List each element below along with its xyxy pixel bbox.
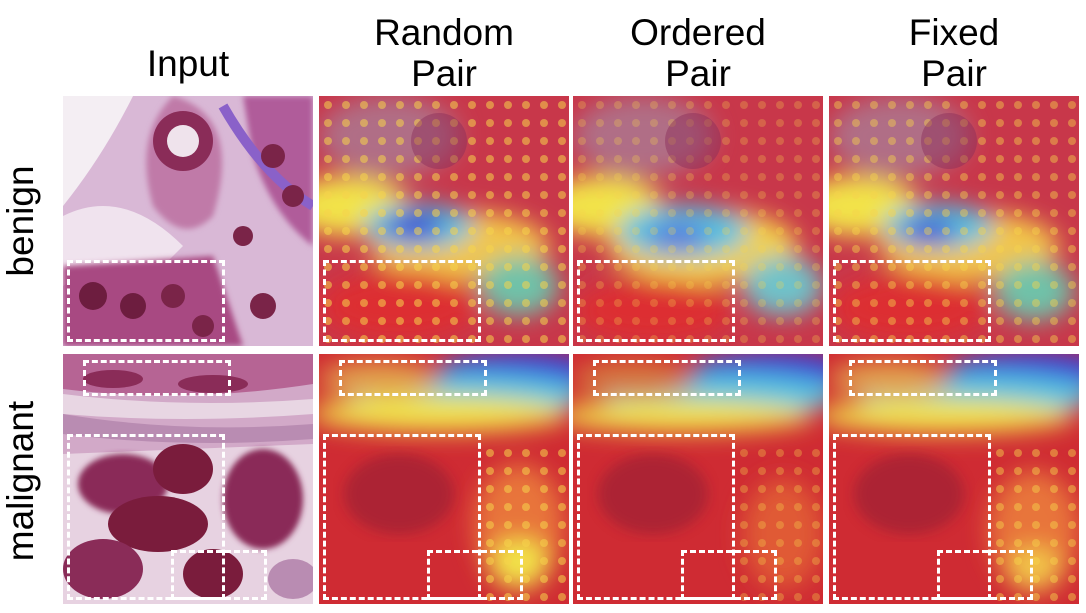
column-header-line2: Pair: [665, 53, 731, 94]
column-header-line2: Pair: [921, 53, 987, 94]
malignant-input-image: [63, 354, 313, 604]
column-header-ordered-pair: Ordered Pair: [573, 12, 823, 94]
histology-benign-input: [63, 96, 313, 346]
malignant-ordered-pair-heatmap: [573, 354, 823, 604]
row-label-malignant: malignant: [0, 400, 41, 562]
column-header-line2: Input: [146, 43, 230, 84]
region-box: [171, 550, 267, 600]
benign-input-image: [63, 96, 313, 346]
region-box: [937, 550, 1033, 600]
column-header-fixed-pair: Fixed Pair: [829, 12, 1079, 94]
region-box: [577, 260, 735, 342]
benign-ordered-pair-heatmap: [573, 96, 823, 346]
region-box: [681, 550, 777, 600]
region-box: [593, 360, 741, 396]
region-box: [67, 260, 225, 342]
column-header-random-pair: Random Pair: [319, 12, 569, 94]
region-box: [833, 260, 991, 342]
region-box: [67, 434, 225, 600]
column-header-line2: Pair: [411, 53, 477, 94]
column-header-line1: Random: [374, 12, 514, 53]
region-box: [577, 434, 735, 600]
region-box: [833, 434, 991, 600]
column-header-input: Input: [63, 12, 313, 84]
region-box: [323, 260, 481, 342]
malignant-fixed-pair-heatmap: [829, 354, 1079, 604]
column-header-line1: Fixed: [908, 12, 1000, 53]
heatmap-benign-random: [319, 96, 569, 346]
region-box: [427, 550, 523, 600]
region-box: [339, 360, 487, 396]
region-box: [323, 434, 481, 600]
heatmap-benign-ordered: [573, 96, 823, 346]
benign-fixed-pair-heatmap: [829, 96, 1079, 346]
malignant-random-pair-heatmap: [319, 354, 569, 604]
heatmap-benign-fixed: [829, 96, 1079, 346]
row-label-benign: benign: [0, 165, 41, 277]
region-box: [849, 360, 997, 396]
region-box: [83, 360, 231, 396]
column-header-line1: Ordered: [630, 12, 766, 53]
benign-random-pair-heatmap: [319, 96, 569, 346]
